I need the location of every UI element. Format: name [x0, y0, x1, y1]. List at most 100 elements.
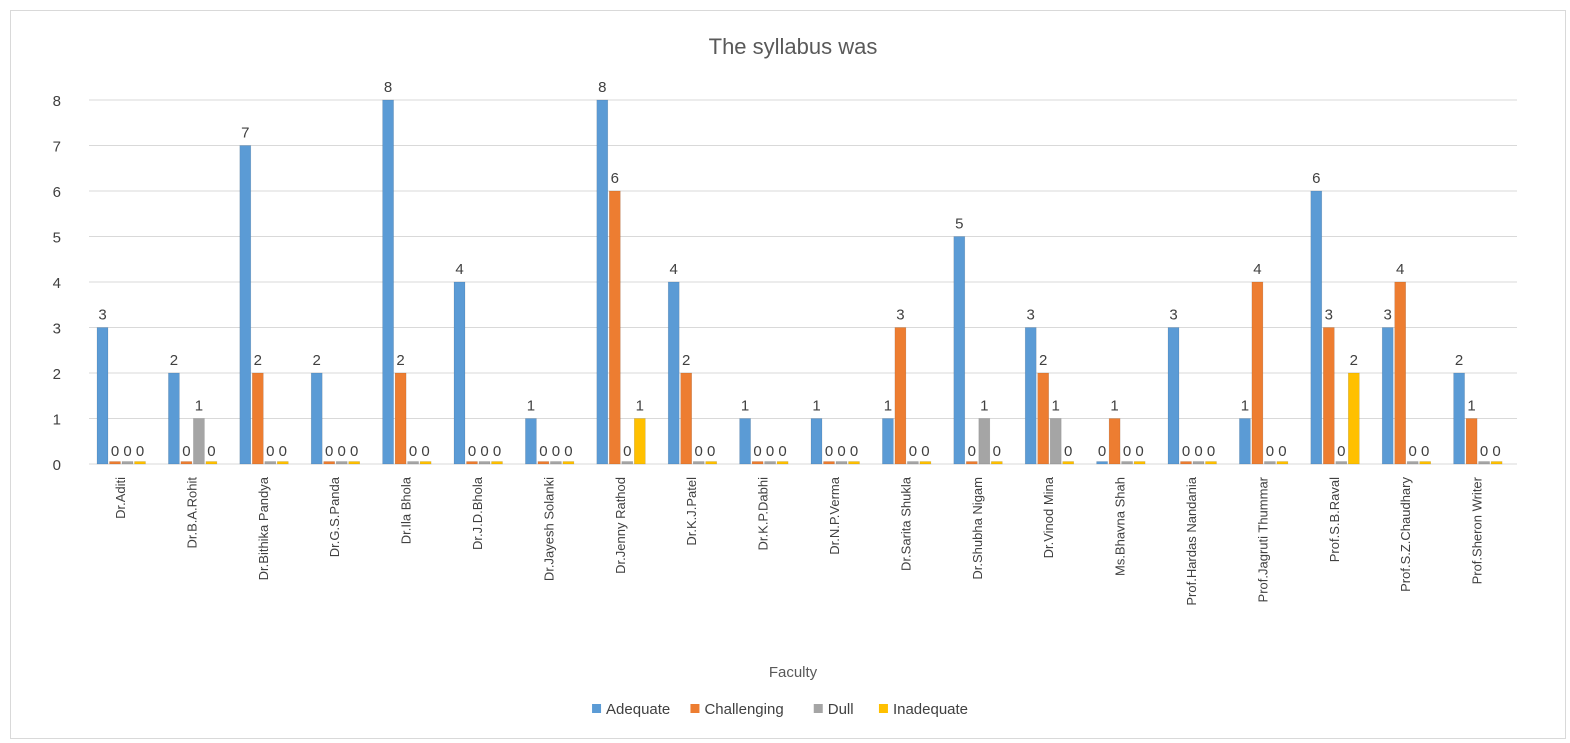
bar-challenging-12 — [965, 461, 978, 465]
data-label: 4 — [670, 261, 678, 278]
bar-challenging-1 — [180, 461, 193, 465]
data-label: 0 — [837, 443, 845, 460]
bar-dull-4 — [407, 461, 419, 465]
data-label: 0 — [564, 443, 572, 460]
y-tick-label: 0 — [53, 457, 61, 474]
bar-adequate-19 — [1453, 372, 1465, 465]
bar-dull-17 — [1335, 461, 1348, 465]
bar-challenging-17 — [1323, 327, 1335, 465]
data-label: 0 — [850, 443, 858, 460]
y-tick-label: 4 — [53, 275, 61, 292]
data-label: 1 — [812, 398, 820, 415]
data-label: 0 — [325, 443, 333, 460]
data-label: 8 — [598, 79, 606, 96]
bar-inadequate-8 — [705, 461, 718, 465]
bar-inadequate-13 — [1062, 461, 1074, 465]
y-tick-label: 2 — [53, 366, 61, 383]
data-label: 1 — [1110, 398, 1118, 415]
bar-adequate-8 — [667, 281, 680, 465]
bar-dull-15 — [1192, 461, 1205, 465]
bar-challenging-9 — [751, 461, 764, 465]
data-label: 0 — [539, 443, 547, 460]
data-label: 3 — [1027, 307, 1035, 324]
bar-challenging-19 — [1465, 418, 1478, 465]
data-label: 4 — [1253, 261, 1261, 278]
data-label: 0 — [968, 443, 976, 460]
data-label: 0 — [421, 443, 429, 460]
chart-title: The syllabus was — [709, 34, 878, 59]
bar-adequate-1 — [168, 372, 180, 465]
category-label: Dr.J.D.Bhola — [470, 476, 485, 550]
bar-inadequate-10 — [848, 461, 860, 465]
data-label: 1 — [1241, 398, 1249, 415]
bar-inadequate-18 — [1419, 461, 1431, 465]
data-label: 0 — [695, 443, 703, 460]
data-label: 3 — [1325, 307, 1333, 324]
bar-inadequate-11 — [919, 461, 932, 465]
category-label: Dr.Jayesh Solanki — [541, 477, 556, 581]
bar-challenging-16 — [1251, 281, 1264, 465]
y-tick-label: 1 — [53, 412, 61, 429]
bar-dull-1 — [193, 418, 205, 465]
bar-inadequate-4 — [419, 461, 432, 465]
bar-inadequate-7 — [633, 418, 646, 465]
legend-swatch-dull — [813, 704, 823, 713]
data-label: 0 — [123, 443, 131, 460]
data-label: 0 — [753, 443, 761, 460]
data-label: 6 — [611, 170, 619, 187]
data-label: 0 — [207, 443, 215, 460]
bar-adequate-2 — [239, 145, 252, 465]
y-tick-label: 5 — [53, 230, 61, 247]
bar-inadequate-16 — [1276, 461, 1289, 465]
category-label: Dr.N.P.Verma — [827, 476, 842, 555]
data-label: 1 — [1052, 398, 1060, 415]
data-label: 0 — [493, 443, 501, 460]
data-label: 0 — [623, 443, 631, 460]
legend-label-inadequate: Inadequate — [893, 701, 968, 718]
bar-adequate-17 — [1310, 190, 1323, 465]
category-label: Dr.B.A.Rohit — [184, 477, 199, 549]
data-label: 0 — [1064, 443, 1072, 460]
bar-challenging-15 — [1180, 461, 1192, 465]
bar-adequate-12 — [953, 236, 966, 465]
data-label: 0 — [921, 443, 929, 460]
bar-challenging-4 — [394, 372, 407, 465]
bar-dull-0 — [121, 461, 134, 465]
bar-challenging-18 — [1394, 281, 1406, 465]
category-label: Dr.Shubha Nigam — [970, 477, 985, 580]
legend-swatch-inadequate — [878, 704, 888, 713]
bar-dull-7 — [621, 461, 634, 465]
data-label: 0 — [707, 443, 715, 460]
data-label: 2 — [254, 352, 262, 369]
data-label: 0 — [778, 443, 786, 460]
bar-adequate-0 — [96, 327, 109, 465]
category-label: Prof.Sheron Writer — [1470, 476, 1485, 584]
bar-inadequate-17 — [1348, 372, 1360, 465]
bars — [96, 99, 1503, 465]
data-label: 1 — [741, 398, 749, 415]
category-label: Prof.S.Z.Chaudhary — [1398, 477, 1413, 592]
data-label: 1 — [884, 398, 892, 415]
data-label: 0 — [552, 443, 560, 460]
legend-swatch-challenging — [690, 704, 700, 713]
data-label: 1 — [1467, 398, 1475, 415]
bar-inadequate-19 — [1490, 461, 1503, 465]
bar-adequate-10 — [810, 418, 823, 465]
bar-adequate-18 — [1381, 327, 1394, 465]
bar-inadequate-6 — [562, 461, 575, 465]
legend-swatch-adequate — [592, 704, 602, 713]
data-label: 0 — [111, 443, 119, 460]
category-labels: Dr.Aditi Dr.B.A.Rohit Dr.Bithika Pandya Dr.… — [113, 476, 1485, 605]
bar-dull-6 — [550, 461, 562, 465]
data-label: 0 — [1194, 443, 1202, 460]
category-label: Dr.Vinod Mina — [1041, 476, 1056, 558]
data-label: 0 — [1492, 443, 1500, 460]
data-label: 0 — [993, 443, 1001, 460]
gridlines — [89, 99, 1517, 465]
bar-dull-2 — [264, 461, 277, 465]
data-label: 2 — [1350, 352, 1358, 369]
data-label: 3 — [896, 307, 904, 324]
